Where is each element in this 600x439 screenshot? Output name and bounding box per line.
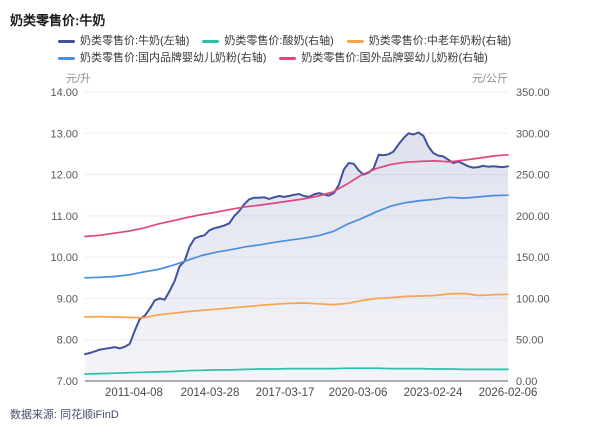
series-line-0 xyxy=(84,131,509,356)
svg-text:350.00: 350.00 xyxy=(516,87,550,99)
svg-text:2023-02-24: 2023-02-24 xyxy=(404,387,463,399)
series-line-3 xyxy=(84,194,509,279)
data-source-note: 数据来源: 同花顺iFinD xyxy=(10,409,119,421)
series-line-4 xyxy=(84,153,509,238)
svg-text:10.00: 10.00 xyxy=(50,252,78,264)
legend-item[interactable]: 奶类零售价:国内品牌婴幼儿奶粉(右轴) xyxy=(58,50,266,67)
svg-text:0.00: 0.00 xyxy=(516,376,537,388)
series-line-2 xyxy=(84,292,509,319)
legend-line-swatch xyxy=(279,57,297,60)
legend-item-label: 奶类零售价:牛奶(左轴) xyxy=(80,35,190,47)
legend-line-swatch xyxy=(58,40,75,43)
svg-text:9.00: 9.00 xyxy=(57,293,78,305)
legend-item-label: 奶类零售价:国内品牌婴幼儿奶粉(右轴) xyxy=(80,52,267,64)
svg-text:300.00: 300.00 xyxy=(516,128,550,140)
right-axis-tick-labels: 0.00 50.00 100.00 150.00 200.00 250.00 300.00 3… xyxy=(516,87,550,388)
svg-text:12.00: 12.00 xyxy=(50,170,78,182)
legend-item-label: 奶类零售价:酸奶(右轴) xyxy=(224,35,334,47)
legend-item[interactable]: 奶类零售价:酸奶(右轴) xyxy=(202,33,334,50)
series-line-1 xyxy=(84,367,509,375)
legend-item[interactable]: 奶类零售价:国外品牌婴幼儿奶粉(右轴) xyxy=(279,50,488,67)
svg-text:200.00: 200.00 xyxy=(516,211,550,223)
legend-row: 奶类零售价:牛奶(左轴) 奶类零售价:酸奶(右轴) 奶类零售价:中老年奶粉(右轴) xyxy=(58,33,590,50)
svg-text:8.00: 8.00 xyxy=(57,335,78,347)
svg-text:250.00: 250.00 xyxy=(516,170,550,182)
legend-item[interactable]: 奶类零售价:中老年奶粉(右轴) xyxy=(346,33,512,50)
svg-text:14.00: 14.00 xyxy=(50,87,78,99)
svg-text:150.00: 150.00 xyxy=(516,252,550,264)
svg-text:2011-04-08: 2011-04-08 xyxy=(105,387,163,399)
svg-text:2014-03-28: 2014-03-28 xyxy=(181,387,240,399)
chart-title: 奶类零售价:牛奶 xyxy=(10,13,106,28)
svg-text:2017-03-17: 2017-03-17 xyxy=(256,387,315,399)
legend-row: 奶类零售价:国内品牌婴幼儿奶粉(右轴) 奶类零售价:国外品牌婴幼儿奶粉(右轴) xyxy=(58,50,590,67)
legend: 奶类零售价:牛奶(左轴) 奶类零售价:酸奶(右轴) 奶类零售价:中老年奶粉(右轴) 奶… xyxy=(58,33,590,67)
legend-line-swatch xyxy=(346,40,364,43)
svg-text:13.00: 13.00 xyxy=(50,128,78,140)
milk-area-fill xyxy=(85,132,508,381)
right-axis-unit: 元/公斤 xyxy=(471,73,508,85)
svg-text:11.00: 11.00 xyxy=(51,211,78,223)
legend-line-swatch xyxy=(202,40,220,43)
svg-text:2020-03-06: 2020-03-06 xyxy=(329,387,388,399)
left-axis-unit: 元/升 xyxy=(66,73,92,85)
legend-item-label: 奶类零售价:中老年奶粉(右轴) xyxy=(368,35,512,47)
svg-text:7.00: 7.00 xyxy=(57,376,78,388)
legend-item[interactable]: 奶类零售价:牛奶(左轴) xyxy=(58,33,189,50)
svg-text:50.00: 50.00 xyxy=(516,335,544,347)
legend-item-label: 奶类零售价:国外品牌婴幼儿奶粉(右轴) xyxy=(301,52,488,64)
x-axis-tick-labels: 2011-04-08 2014-03-28 2017-03-17 2020-03-06… xyxy=(105,387,537,399)
svg-text:100.00: 100.00 xyxy=(516,293,550,305)
svg-text:2026-02-06: 2026-02-06 xyxy=(479,387,538,399)
legend-line-swatch xyxy=(58,57,75,60)
left-axis-tick-labels: 7.00 8.00 9.00 10.00 11.00 12.00 13.00 14.00 xyxy=(50,87,78,388)
